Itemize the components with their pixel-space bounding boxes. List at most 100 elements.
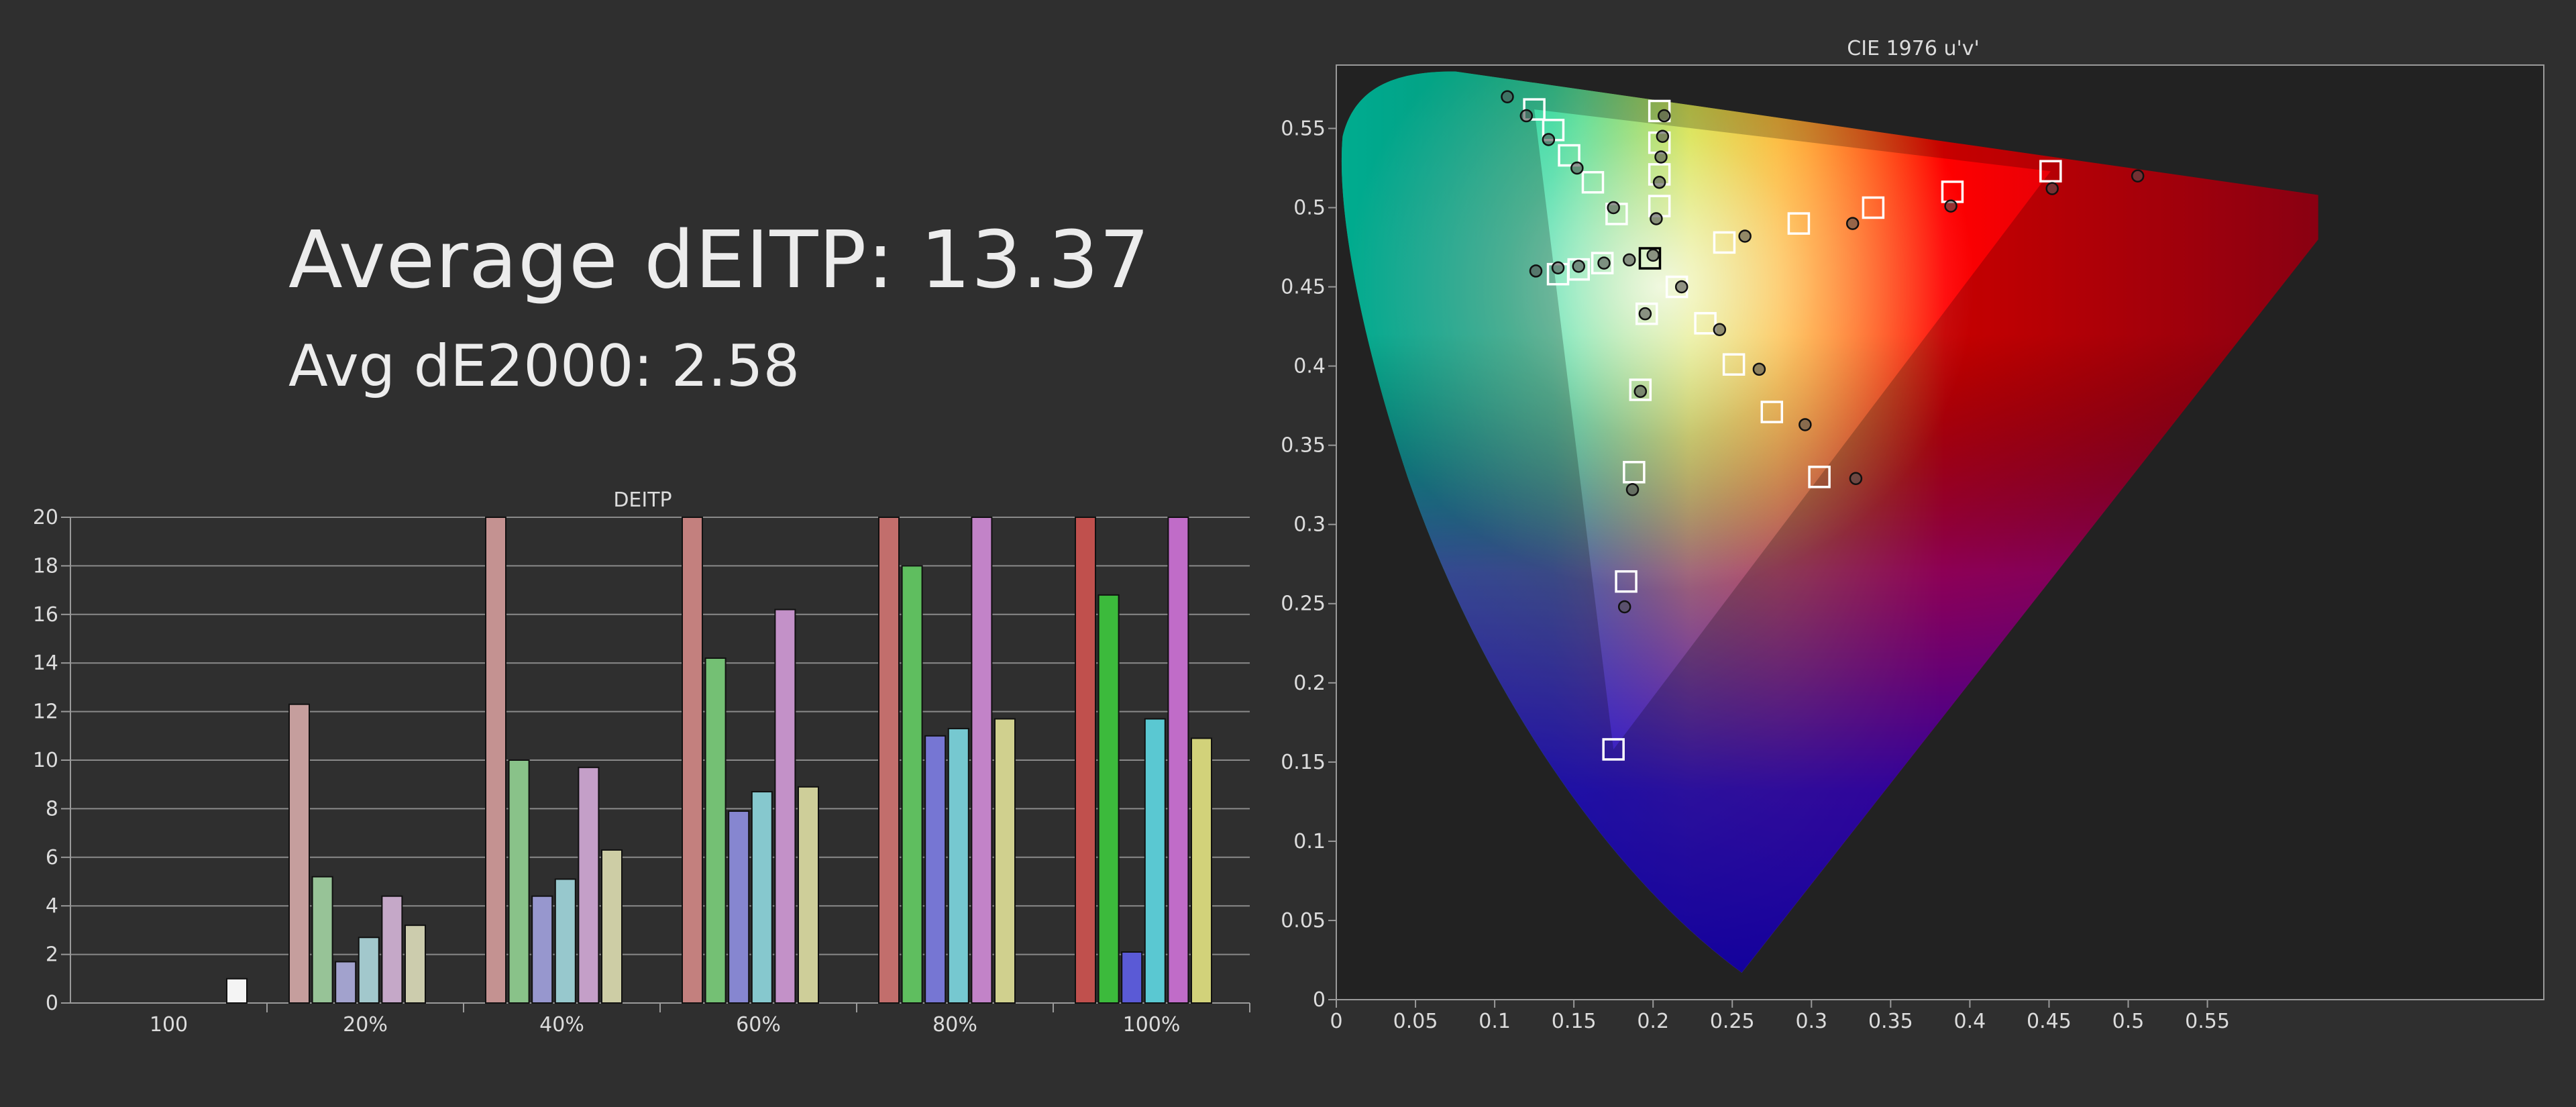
target-square	[1615, 570, 1638, 593]
measured-point	[1625, 483, 1640, 496]
bar-green	[704, 657, 727, 1004]
cie-y-tick-label: 0.5	[1293, 196, 1326, 219]
target-square	[1760, 401, 1784, 423]
bar-cyan	[751, 791, 773, 1004]
bar-blue	[728, 810, 750, 1004]
bar-chart-title: DEITP	[613, 488, 672, 512]
bar-cyan	[358, 937, 380, 1004]
bar-magenta	[578, 766, 600, 1004]
target-square	[1623, 461, 1646, 484]
measured-point	[1597, 256, 1611, 270]
measured-point	[1674, 280, 1688, 294]
cie-x-tick-label: 0.35	[1868, 1010, 1913, 1033]
cie-x-tick-label: 0.3	[1795, 1010, 1827, 1033]
bar-category-label: 60%	[736, 1013, 781, 1037]
bar-red	[485, 517, 506, 1004]
deitp-bar-chart: DEITP 0 2 4 6 8 10 12 14 16 18 20 100 20% 40% 60% 80% 10…	[33, 488, 1250, 1037]
measured-point	[1652, 175, 1666, 189]
bar-green	[311, 876, 333, 1004]
measured-point	[1752, 362, 1766, 376]
bar-red	[878, 517, 900, 1004]
cie-y-tick-label: 0.45	[1281, 276, 1326, 299]
measured-point	[1944, 199, 1957, 213]
cie-y-tick-label: 0.1	[1293, 830, 1326, 853]
measured-point	[1799, 418, 1812, 431]
cie-y-tick-label: 0	[1313, 988, 1326, 1012]
bar-red	[682, 517, 703, 1004]
cie-y-tick-label: 0.3	[1293, 513, 1326, 537]
bar-magenta	[1167, 517, 1189, 1004]
target-square	[1787, 212, 1811, 235]
bar-category-label: 100	[150, 1013, 188, 1037]
measured-point	[1650, 212, 1663, 225]
measured-point	[1845, 217, 1860, 230]
bar-yellow	[601, 849, 623, 1004]
measured-point	[1572, 260, 1585, 273]
bar-y-tick-label: 12	[33, 700, 58, 724]
bar-category-label: 80%	[932, 1013, 977, 1037]
measured-point	[1617, 600, 1631, 614]
measured-point	[1607, 201, 1620, 215]
cie-x-tick-label: 0.55	[2185, 1010, 2230, 1033]
bar-yellow	[1191, 737, 1212, 1004]
target-square	[1523, 98, 1546, 121]
measured-point	[1519, 109, 1534, 123]
bar-y-tick-label: 16	[33, 603, 58, 627]
cie-y-tick-label: 0.2	[1293, 672, 1326, 695]
bar-category-label: 100%	[1123, 1013, 1181, 1037]
measured-point	[1657, 109, 1671, 123]
bar-y-tick-label: 20	[33, 506, 58, 529]
bar-red	[1075, 517, 1096, 1004]
bar-y-tick-label: 18	[33, 554, 58, 578]
target-square	[1581, 170, 1605, 194]
bar-green	[1097, 594, 1120, 1004]
cie-x-tick-label: 0.2	[1637, 1010, 1669, 1033]
bar-blue	[335, 961, 357, 1004]
target-square	[1713, 231, 1736, 254]
measured-point	[1529, 264, 1543, 278]
measured-point	[1623, 253, 1636, 267]
average-deitp-headline: Average dEITP: 13.37	[288, 213, 1150, 306]
cie-chart-title: CIE 1976 u'v'	[1847, 37, 1979, 60]
bar-y-tick-label: 0	[46, 992, 58, 1015]
cie-y-tick-label: 0.35	[1281, 434, 1326, 458]
bar-magenta	[971, 517, 993, 1004]
measured-point	[1654, 150, 1668, 164]
bar-y-tick-label: 10	[33, 749, 58, 772]
cie-x-tick-label: 0.5	[2112, 1010, 2145, 1033]
cie-x-tick-label: 0.25	[1710, 1010, 1755, 1033]
cie-y-tick-label: 0.15	[1281, 751, 1326, 774]
target-square	[1591, 252, 1614, 274]
cie-x-tick-label: 0.05	[1393, 1010, 1438, 1033]
target-square	[1635, 302, 1658, 325]
bar-blue	[1121, 951, 1143, 1004]
target-square	[1638, 247, 1662, 270]
cie-x-tick-label: 0.1	[1479, 1010, 1511, 1033]
bar-blue	[924, 735, 947, 1004]
bar-magenta	[381, 895, 403, 1004]
measured-point	[2131, 169, 2145, 183]
target-square	[1862, 196, 1885, 219]
bar-category-label: 20%	[343, 1013, 388, 1037]
cie-x-tick-label: 0.4	[1954, 1010, 1986, 1033]
bar-magenta	[774, 609, 796, 1004]
bar-y-tick-label: 2	[46, 943, 58, 967]
measured-point	[1738, 229, 1752, 243]
target-square	[2039, 160, 2062, 182]
bar-cyan	[554, 878, 576, 1004]
bar-y-tick-label: 14	[33, 651, 58, 675]
average-de2000-headline: Avg dE2000: 2.58	[288, 333, 800, 400]
target-square	[1567, 258, 1590, 281]
target-square	[1629, 378, 1652, 401]
bar-blue	[531, 895, 553, 1004]
measured-point	[1849, 472, 1863, 485]
measured-point	[1542, 133, 1556, 146]
bar-y-tick-label: 6	[46, 846, 58, 869]
bar-white	[226, 978, 248, 1004]
measured-point	[1633, 384, 1648, 399]
bar-yellow	[798, 786, 819, 1004]
cie-y-tick-label: 0.4	[1293, 355, 1326, 378]
cie-frame	[1336, 64, 2544, 1000]
cie-x-tick-label: 0	[1330, 1010, 1342, 1033]
